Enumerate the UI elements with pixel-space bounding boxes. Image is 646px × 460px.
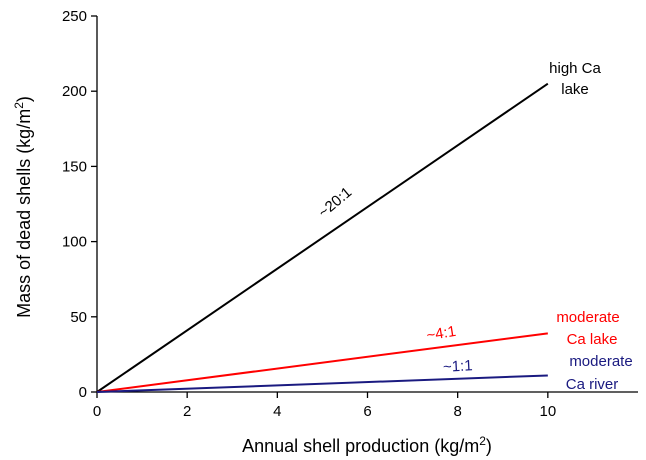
series-label-moderate-river-line1: moderate	[569, 353, 632, 370]
series-label-moderate-lake-line2: Ca lake	[567, 331, 618, 348]
y-tick-label: 0	[79, 384, 87, 401]
x-tick-label: 0	[93, 403, 101, 420]
x-tick-label: 4	[273, 403, 281, 420]
series-label-high-line2: lake	[561, 81, 589, 98]
series-line-moderate-lake	[96, 332, 548, 393]
y-tick-label: 200	[62, 83, 87, 100]
y-ticks: 0 50 100 150 200 250	[62, 8, 97, 401]
series-label-high-line1: high Ca	[549, 60, 601, 77]
ratio-label-high: ~20:1	[315, 184, 355, 221]
y-tick-label: 100	[62, 234, 87, 251]
x-tick-label: 10	[539, 403, 556, 420]
x-tick-label: 2	[183, 403, 191, 420]
series-label-moderate-lake-line1: moderate	[556, 309, 619, 326]
y-tick-label: 150	[62, 158, 87, 175]
series-line-moderate-river	[96, 374, 548, 393]
y-axis-title: Mass of dead shells (kg/m2)	[12, 96, 34, 318]
x-ticks: 0 2 4 6 8 10	[93, 392, 556, 420]
ratio-label-moderate-river: ~1:1	[443, 357, 473, 376]
series-layer	[96, 82, 549, 393]
y-tick-label: 250	[62, 8, 87, 25]
x-tick-label: 8	[453, 403, 461, 420]
series-line-high	[96, 82, 549, 393]
x-axis-title: Annual shell production (kg/m2)	[242, 434, 492, 456]
ratio-label-moderate-lake: ~4:1	[425, 323, 457, 344]
series-label-moderate-river-line2: Ca river	[566, 376, 619, 393]
y-tick-label: 50	[70, 309, 87, 326]
x-tick-label: 6	[363, 403, 371, 420]
